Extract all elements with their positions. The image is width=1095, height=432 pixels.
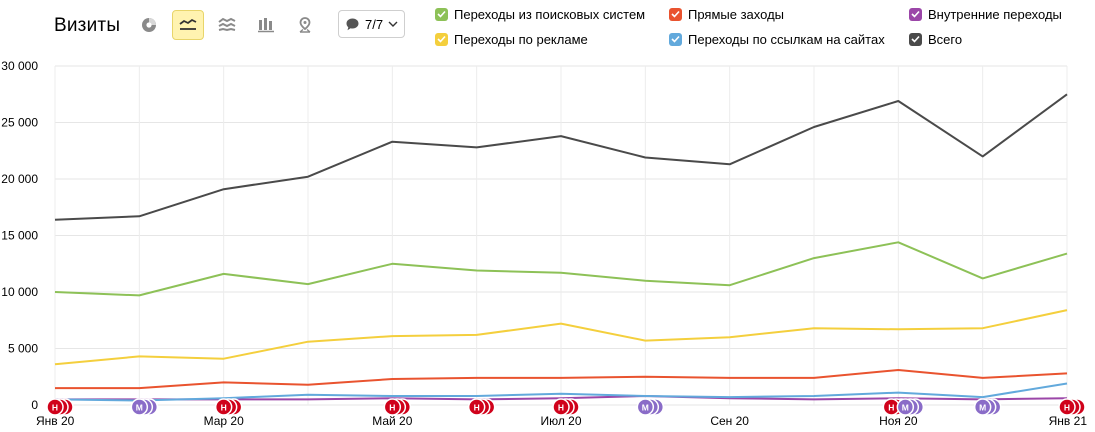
y-tick-label: 10 000 bbox=[1, 285, 38, 299]
legend-label: Переходы из поисковых систем bbox=[454, 6, 646, 22]
holiday-marker-letter: Н bbox=[474, 403, 480, 413]
pie-chart-button[interactable] bbox=[133, 10, 165, 40]
holiday-marker-bubble[interactable] bbox=[467, 398, 486, 416]
annotations-dropdown[interactable]: 7/7 bbox=[338, 10, 405, 38]
series-line[interactable] bbox=[54, 382, 1068, 402]
marketing-marker-letter: М bbox=[136, 403, 143, 413]
legend-item-referral[interactable]: Переходы по ссылкам на сайтах bbox=[669, 31, 885, 47]
y-tick-label: 25 000 bbox=[1, 116, 38, 130]
chart-toolbar: Визиты bbox=[0, 0, 430, 52]
series-line[interactable] bbox=[54, 309, 1068, 366]
marketing-marker-bubble[interactable] bbox=[896, 398, 915, 416]
pie-chart-icon bbox=[142, 18, 156, 32]
marketing-marker-letter: М bbox=[902, 403, 909, 413]
x-tick-label: Сен 20 bbox=[710, 414, 749, 428]
legend-item-internal[interactable]: Внутренние переходы bbox=[909, 6, 1062, 22]
map-icon bbox=[299, 17, 311, 33]
marketing-marker-letter: М bbox=[979, 403, 986, 413]
x-tick-label: Янв 21 bbox=[1049, 414, 1088, 428]
legend-label: Переходы по рекламе bbox=[454, 31, 588, 47]
marketing-marker-bubble[interactable] bbox=[130, 398, 149, 416]
y-tick-label: 30 000 bbox=[1, 59, 38, 73]
series-line[interactable] bbox=[54, 241, 1068, 297]
holiday-marker-bubble[interactable] bbox=[214, 398, 233, 416]
holiday-marker-bubble[interactable] bbox=[1058, 398, 1076, 416]
x-tick-label: Июл 20 bbox=[540, 414, 581, 428]
legend-label: Внутренние переходы bbox=[928, 6, 1062, 22]
marketing-marker-letter: М bbox=[642, 403, 649, 413]
legend-item-ads[interactable]: Переходы по рекламе bbox=[435, 31, 588, 47]
y-tick-label: 0 bbox=[31, 398, 38, 412]
checkbox-icon bbox=[435, 7, 448, 21]
legend-item-total[interactable]: Всего bbox=[909, 31, 962, 47]
holiday-marker-letter: Н bbox=[558, 403, 564, 413]
checkbox-icon bbox=[909, 32, 922, 46]
checkbox-icon bbox=[669, 32, 682, 46]
area-chart-icon bbox=[218, 17, 236, 32]
holiday-marker-letter: Н bbox=[221, 403, 227, 413]
line-chart-icon bbox=[179, 18, 197, 30]
x-tick-label: Ноя 20 bbox=[879, 414, 918, 428]
holiday-marker-letter: Н bbox=[52, 403, 58, 413]
holiday-marker-bubble[interactable] bbox=[46, 398, 64, 416]
chevron-down-icon bbox=[388, 21, 398, 27]
bar-chart-button[interactable] bbox=[250, 10, 282, 40]
holiday-marker-letter: Н bbox=[1064, 403, 1070, 413]
holiday-marker-letter: Н bbox=[888, 403, 894, 413]
x-tick-label: Янв 20 bbox=[36, 414, 75, 428]
holiday-marker-bubble[interactable] bbox=[383, 398, 402, 416]
y-tick-label: 5 000 bbox=[8, 342, 38, 356]
legend-label: Переходы по ссылкам на сайтах bbox=[688, 31, 885, 47]
line-chart-button[interactable] bbox=[172, 10, 204, 40]
series-line[interactable] bbox=[54, 93, 1068, 221]
legend-item-search[interactable]: Переходы из поисковых систем bbox=[435, 6, 645, 22]
y-tick-label: 20 000 bbox=[1, 172, 38, 186]
y-tick-label: 15 000 bbox=[1, 229, 38, 243]
holiday-marker-letter: Н bbox=[389, 403, 395, 413]
legend-item-direct[interactable]: Прямые заходы bbox=[669, 6, 784, 22]
annotations-count: 7/7 bbox=[365, 16, 384, 32]
bar-chart-icon bbox=[258, 18, 274, 33]
checkbox-icon bbox=[669, 7, 682, 21]
x-tick-label: Май 20 bbox=[372, 414, 413, 428]
comment-icon bbox=[346, 18, 359, 30]
legend-label: Прямые заходы bbox=[688, 6, 785, 22]
marketing-marker-bubble[interactable] bbox=[973, 398, 992, 416]
legend-label: Всего bbox=[928, 31, 963, 47]
holiday-marker-bubble[interactable] bbox=[552, 398, 570, 416]
x-tick-label: Мар 20 bbox=[204, 414, 244, 428]
area-chart-button[interactable] bbox=[211, 10, 243, 40]
marketing-marker-bubble[interactable] bbox=[636, 398, 655, 416]
checkbox-icon bbox=[909, 7, 922, 21]
checkbox-icon bbox=[435, 32, 448, 46]
chart-title: Визиты bbox=[54, 15, 121, 36]
series-line[interactable] bbox=[55, 369, 1068, 390]
map-button[interactable] bbox=[289, 10, 321, 40]
